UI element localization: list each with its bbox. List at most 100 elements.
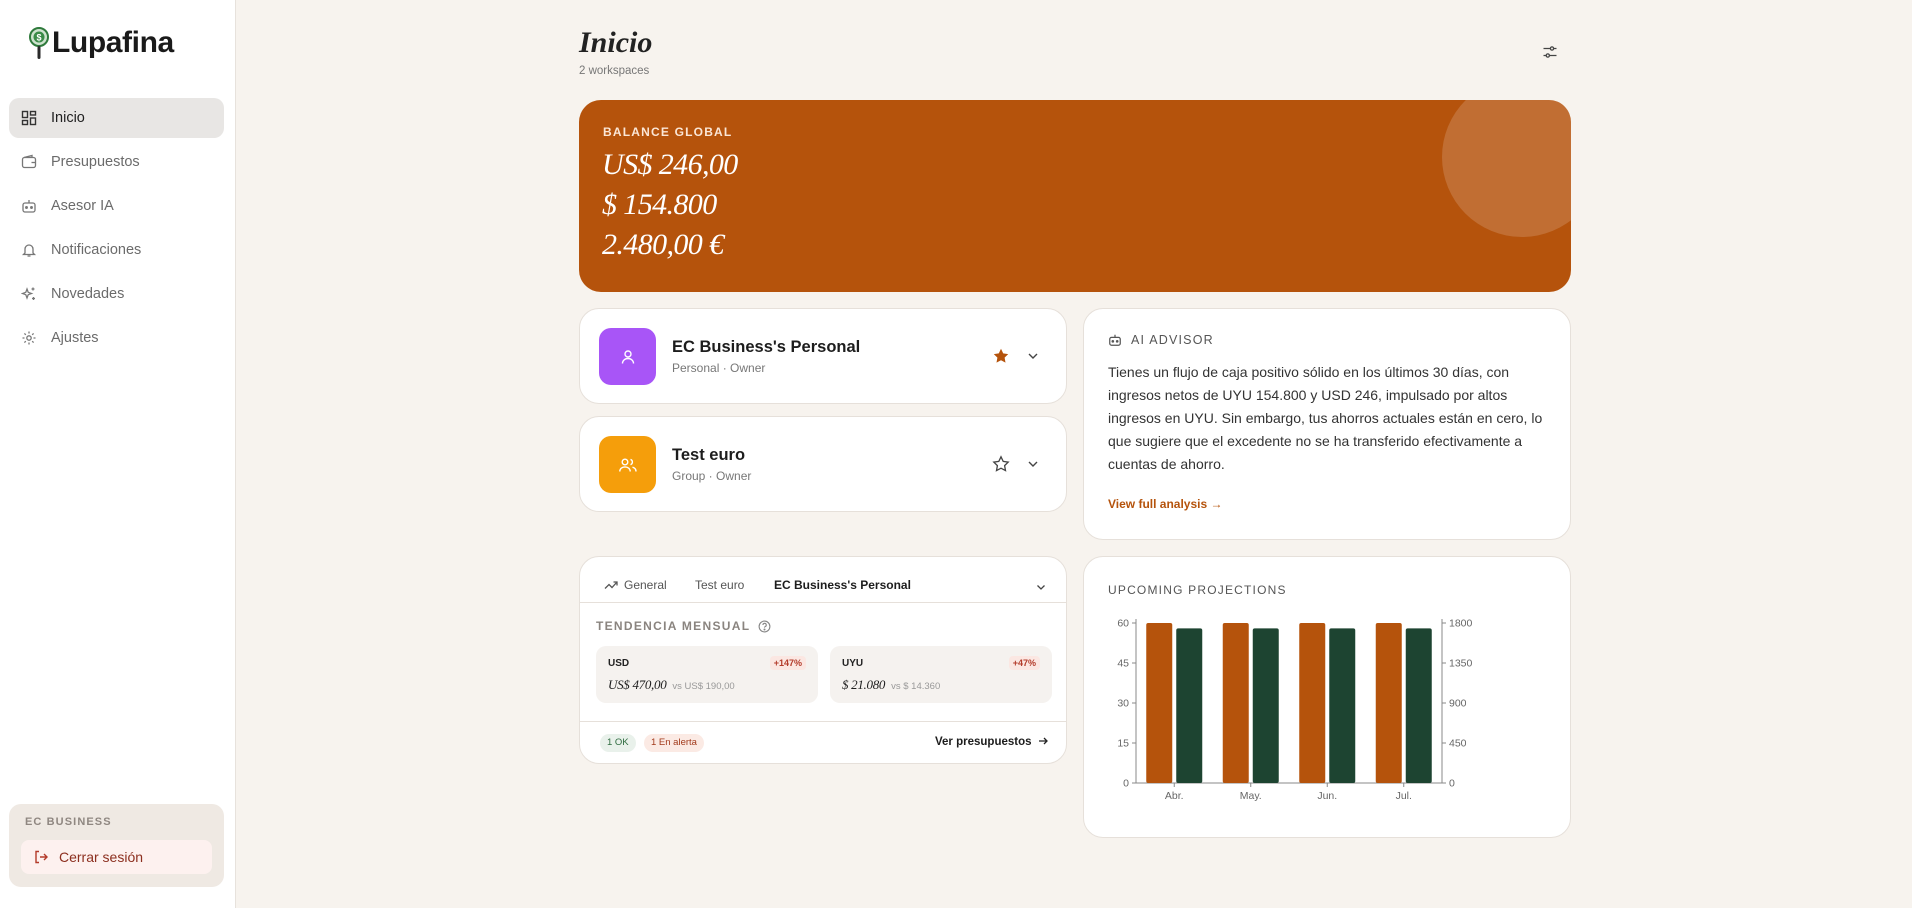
filter-settings-icon[interactable]: [1542, 44, 1558, 60]
left-axis-tick-label: 30: [1117, 698, 1129, 710]
sidebar-item-presupuestos[interactable]: Presupuestos: [9, 142, 224, 182]
right-axis-tick-label: 900: [1449, 698, 1467, 710]
monthly-trend-card: General Test euro EC Business's Personal…: [579, 556, 1067, 764]
sidebar-item-ajustes[interactable]: Ajustes: [9, 318, 224, 358]
right-axis-tick-label: 1350: [1449, 658, 1473, 670]
chart-bar: [1299, 623, 1326, 783]
grid-icon: [21, 110, 37, 126]
chart-bar: [1176, 628, 1203, 783]
sidebar-item-label: Novedades: [51, 286, 125, 302]
balance-usd: US$ 246,00: [602, 148, 738, 181]
change-badge: +47%: [1008, 656, 1040, 670]
previous-value: vs $ 14.360: [891, 681, 941, 692]
x-axis-tick-label: May.: [1240, 790, 1262, 802]
change-badge: +147%: [769, 656, 806, 670]
star-filled-icon[interactable]: [992, 347, 1010, 365]
current-value: US$ 470,00: [608, 677, 667, 692]
tab-label: Test euro: [695, 578, 745, 592]
advisor-summary: Tienes un flujo de caja positivo sólido …: [1108, 364, 1543, 472]
sidebar-item-label: Notificaciones: [51, 242, 142, 258]
left-axis-tick-label: 60: [1117, 618, 1129, 630]
chart-bar: [1375, 623, 1402, 783]
chevron-down-icon[interactable]: [1026, 457, 1040, 471]
currency-value: $ 21.080 vs $ 14.360: [842, 677, 940, 693]
brand-name: Lupafina: [52, 26, 174, 59]
previous-value: vs US$ 190,00: [672, 681, 735, 692]
star-outline-icon[interactable]: [992, 455, 1010, 473]
balance-eur: 2.480,00 €: [602, 228, 724, 261]
left-axis-tick-label: 0: [1123, 778, 1129, 790]
left-axis-tick-label: 15: [1117, 738, 1129, 750]
workspace-meta: Personal · Owner: [672, 361, 766, 375]
workspace-card[interactable]: Test euro Group · Owner: [579, 416, 1067, 512]
gear-icon: [22, 331, 36, 345]
upcoming-projections-card: UPCOMING PROJECTIONS 0 15 30 45 60 0 450 900 135…: [1083, 556, 1571, 838]
sidebar-item-novedades[interactable]: Novedades: [9, 274, 224, 314]
right-axis-tick-label: 1800: [1449, 618, 1473, 630]
advisor-header: AI ADVISOR: [1108, 333, 1214, 347]
tab-label: EC Business's Personal: [774, 578, 911, 592]
tab-ec-business-personal[interactable]: EC Business's Personal: [774, 578, 911, 592]
wallet-icon: [21, 154, 37, 169]
robot-icon: [22, 200, 36, 213]
currency-trend-usd: USD +147% US$ 470,00 vs US$ 190,00: [596, 646, 818, 703]
brand-logo[interactable]: $ Lupafina: [28, 26, 174, 60]
projections-chart: 0 15 30 45 60 0 450 900 1350 1800 Abr. May. Jun. Jul.: [1117, 618, 1473, 803]
sidebar-item-label: Asesor IA: [51, 198, 114, 214]
tab-test-euro[interactable]: Test euro: [695, 578, 744, 592]
currency-trend-uyu: UYU +47% $ 21.080 vs $ 14.360: [830, 646, 1052, 703]
tab-general[interactable]: General: [604, 578, 667, 592]
current-value: $ 21.080: [842, 677, 886, 692]
sidebar-item-label: Ajustes: [51, 330, 99, 346]
workspace-name: Test euro: [672, 446, 746, 464]
page-title: Inicio: [579, 26, 653, 59]
balance-label: BALANCE GLOBAL: [603, 125, 733, 139]
chart-bar: [1222, 623, 1249, 783]
svg-text:$: $: [36, 33, 41, 43]
projections-title: UPCOMING PROJECTIONS: [1108, 583, 1287, 597]
decorative-circle: [1442, 100, 1571, 237]
help-circle-icon[interactable]: [758, 620, 771, 633]
sidebar-item-asesor-ia[interactable]: Asesor IA: [9, 186, 224, 226]
logout-button[interactable]: Cerrar sesión: [21, 840, 212, 874]
page-subtitle: 2 workspaces: [579, 65, 650, 77]
balance-uyu: $ 154.800: [602, 188, 717, 221]
chevron-down-icon[interactable]: [1035, 581, 1047, 593]
currency-value: US$ 470,00 vs US$ 190,00: [608, 677, 735, 693]
workspace-tabs: General Test euro EC Business's Personal: [580, 557, 1066, 603]
link-label: Ver presupuestos: [935, 736, 1032, 748]
x-axis-tick-label: Abr.: [1165, 790, 1184, 802]
chart-bar: [1329, 628, 1356, 783]
sidebar: $ Lupafina Inicio Presupuestos Asesor IA…: [0, 0, 236, 908]
chart-bar: [1252, 628, 1279, 783]
balance-card: BALANCE GLOBAL US$ 246,00 $ 154.800 2.48…: [579, 100, 1571, 292]
sparkles-icon: [21, 287, 35, 300]
right-axis-tick-label: 450: [1449, 738, 1467, 750]
left-axis-tick-label: 45: [1117, 658, 1129, 670]
workspace-meta: Group · Owner: [672, 469, 752, 483]
tab-label: General: [624, 578, 667, 592]
bell-icon: [21, 244, 37, 257]
currency-code: USD: [608, 658, 630, 669]
robot-icon: [1109, 334, 1121, 346]
x-axis-tick-label: Jul.: [1396, 790, 1412, 802]
workspace-card[interactable]: EC Business's Personal Personal · Owner: [579, 308, 1067, 404]
ver-presupuestos-link[interactable]: Ver presupuestos: [935, 736, 1048, 748]
chevron-down-icon[interactable]: [1026, 349, 1040, 363]
alert-badge: 1 En alerta: [644, 734, 704, 752]
account-box: EC BUSINESS Cerrar sesión: [9, 804, 224, 887]
sidebar-nav: Inicio Presupuestos Asesor IA Notificaci…: [9, 98, 224, 362]
currency-code: UYU: [842, 658, 864, 669]
x-axis-tick-label: Jun.: [1317, 790, 1337, 802]
view-full-analysis-link[interactable]: View full analysis →: [1108, 497, 1223, 511]
org-name: EC BUSINESS: [25, 816, 112, 828]
ai-advisor-card: AI ADVISOR Tienes un flujo de caja posit…: [1083, 308, 1571, 540]
logout-icon: [35, 850, 48, 864]
workspace-name: EC Business's Personal: [672, 338, 861, 356]
sidebar-item-inicio[interactable]: Inicio: [9, 98, 224, 138]
trend-label-text: TENDENCIA MENSUAL: [596, 619, 751, 633]
sidebar-item-notificaciones[interactable]: Notificaciones: [9, 230, 224, 270]
advisor-title: AI ADVISOR: [1131, 333, 1214, 347]
workspace-avatar: [599, 436, 656, 493]
chart-bar: [1405, 628, 1432, 783]
